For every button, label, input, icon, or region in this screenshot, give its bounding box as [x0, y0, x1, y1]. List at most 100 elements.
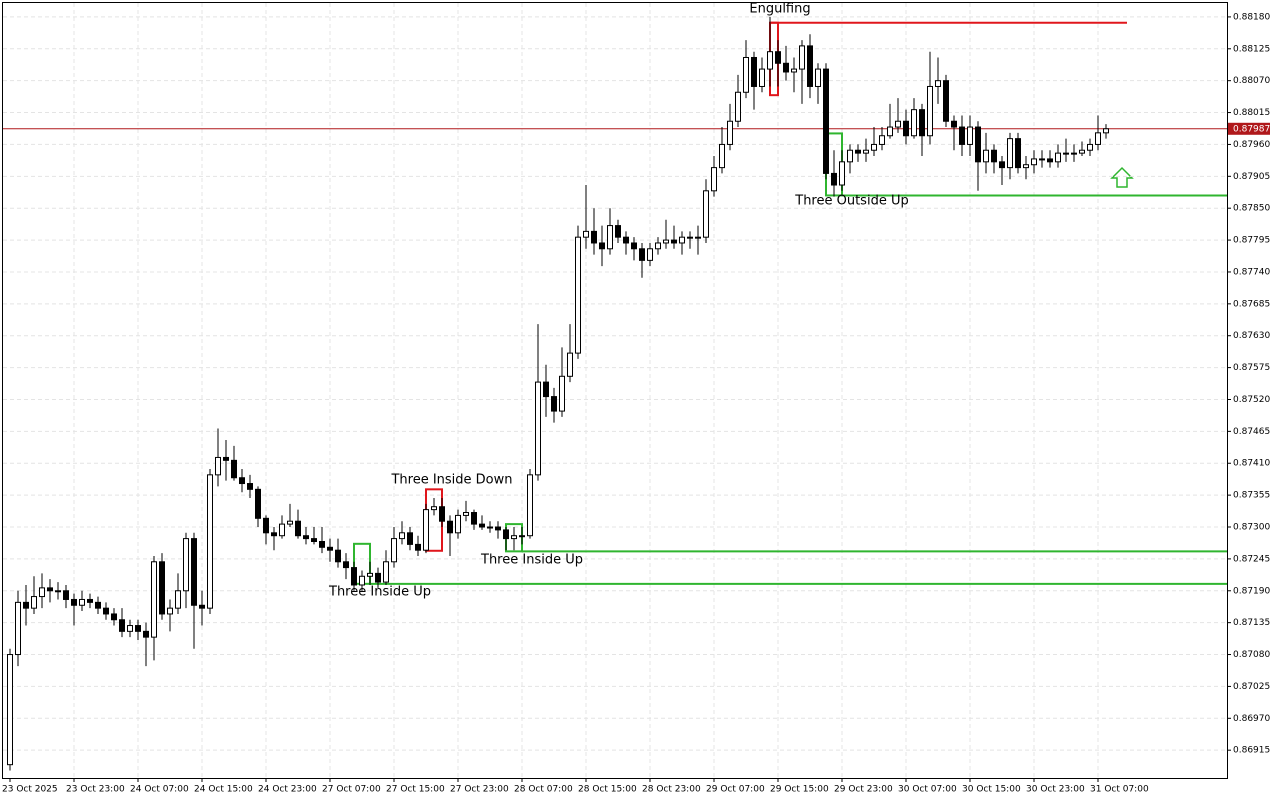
candle-body	[863, 149, 869, 154]
y-tick-label: 0.88180	[1233, 12, 1270, 22]
y-tick-label: 0.87520	[1233, 395, 1270, 405]
candle-body	[407, 532, 413, 545]
candle-body	[559, 375, 565, 412]
candle-body	[847, 149, 853, 163]
candle-body	[415, 543, 421, 551]
pattern-label: Three Inside Down	[390, 473, 512, 488]
candle-body	[639, 248, 645, 261]
candle-body	[767, 51, 773, 70]
last-price-tag	[1228, 122, 1270, 135]
candle-body	[111, 613, 117, 621]
candle-body	[135, 625, 141, 632]
candle-body	[279, 523, 285, 537]
candle-body	[831, 172, 837, 186]
x-tick-label: 23 Oct 2025	[2, 785, 58, 795]
candle-body	[399, 532, 405, 540]
candle-body	[31, 596, 37, 609]
candle-body	[951, 120, 957, 128]
y-tick-label: 0.87355	[1233, 491, 1270, 501]
candle-body	[151, 561, 157, 638]
candle-body	[1015, 138, 1021, 169]
candle-body	[1095, 132, 1101, 145]
candle-body	[239, 477, 245, 485]
x-tick-label: 30 Oct 07:00	[898, 785, 957, 795]
candle-body	[591, 230, 597, 244]
candle-body	[127, 625, 133, 632]
candle-body	[103, 607, 109, 615]
y-tick-label: 0.86970	[1233, 714, 1270, 724]
candle-body	[927, 85, 933, 137]
candle-body	[375, 572, 381, 583]
candle-body	[183, 538, 189, 592]
x-tick-label: 27 Oct 15:00	[386, 785, 445, 795]
candle-body	[583, 230, 589, 238]
candle-body	[439, 506, 445, 522]
candle-body	[495, 526, 501, 531]
candle-body	[1047, 158, 1053, 163]
x-tick-label: 24 Oct 23:00	[258, 785, 317, 795]
candle-body	[935, 80, 941, 87]
candle-body	[975, 126, 981, 163]
y-tick-label: 0.87300	[1233, 523, 1270, 533]
candle-body	[903, 120, 909, 137]
candle-body	[1071, 152, 1077, 155]
candle-body	[1063, 152, 1069, 155]
candle-body	[823, 68, 829, 174]
candle-body	[55, 590, 61, 593]
candle-body	[839, 161, 845, 186]
candle-body	[799, 45, 805, 70]
candle-body	[287, 520, 293, 525]
pattern-label: Three Outside Up	[794, 194, 908, 209]
x-tick-label: 29 Oct 23:00	[834, 785, 893, 795]
y-tick-label: 0.87850	[1233, 204, 1270, 214]
candle-body	[959, 126, 965, 145]
candle-body	[503, 529, 509, 540]
candle-body	[743, 56, 749, 93]
candle-body	[871, 143, 877, 151]
candle-body	[575, 236, 581, 354]
candle-body	[543, 381, 549, 398]
candle-body	[455, 514, 461, 534]
y-tick-label: 0.87410	[1233, 459, 1270, 469]
candle-body	[207, 474, 213, 609]
x-tick-label: 30 Oct 23:00	[1026, 785, 1085, 795]
candle-body	[671, 239, 677, 244]
candle-body	[1023, 164, 1029, 169]
x-tick-label: 28 Oct 15:00	[578, 785, 637, 795]
candle-body	[199, 604, 205, 609]
candle-body	[119, 619, 125, 632]
candle-body	[263, 517, 269, 534]
candle-body	[223, 456, 229, 461]
candle-body	[759, 68, 765, 87]
candle-body	[727, 120, 733, 145]
x-tick-label: 29 Oct 07:00	[706, 785, 765, 795]
x-tick-label: 24 Oct 07:00	[130, 785, 189, 795]
candle-body	[1087, 143, 1093, 151]
y-tick-label: 0.87135	[1233, 618, 1270, 628]
candle-body	[79, 598, 85, 606]
candle-body	[487, 526, 493, 529]
candle-body	[191, 538, 197, 606]
candle-body	[71, 598, 77, 606]
candle-body	[519, 535, 525, 538]
x-tick-label: 31 Oct 07:00	[1090, 785, 1149, 795]
candle-body	[527, 474, 533, 537]
candle-body	[7, 654, 13, 766]
y-tick-label: 0.88125	[1233, 44, 1270, 54]
candle-body	[87, 598, 93, 603]
candle-body	[679, 236, 685, 244]
candle-body	[423, 509, 429, 551]
candle-body	[599, 242, 605, 250]
x-tick-label: 28 Oct 07:00	[514, 785, 573, 795]
candle-body	[247, 483, 253, 490]
pattern-label: Engulfing	[749, 2, 810, 17]
plot-frame	[2, 2, 1228, 779]
candle-body	[807, 45, 813, 87]
candle-body	[175, 590, 181, 609]
candle-body	[703, 190, 709, 238]
candle-body	[1079, 149, 1085, 154]
x-tick-label: 30 Oct 15:00	[962, 785, 1021, 795]
candle-body	[911, 109, 917, 137]
